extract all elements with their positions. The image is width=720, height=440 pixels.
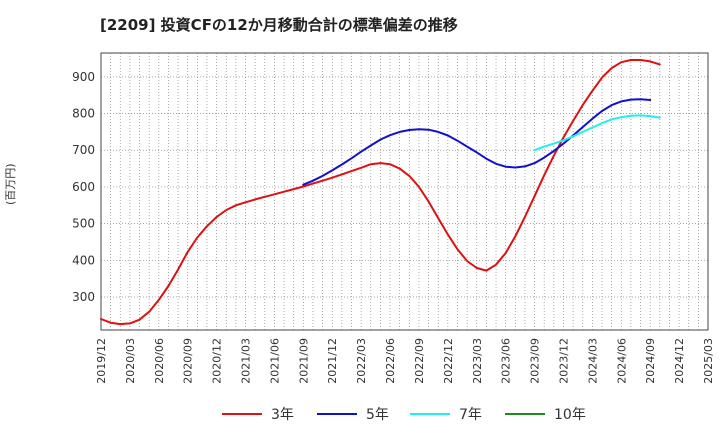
series-line-3年 [100, 59, 661, 326]
x-tick-label: 2022/03 [355, 338, 368, 384]
legend-swatch [317, 413, 357, 415]
x-tick-label: 2021/06 [268, 338, 281, 384]
x-tick-label: 2024/06 [615, 338, 628, 384]
series-line-7年 [533, 114, 661, 152]
x-tick-label: 2020/12 [211, 338, 224, 384]
y-tick-label: 500 [72, 217, 95, 231]
y-tick-label: 800 [72, 107, 95, 121]
series-line-5年 [302, 98, 652, 186]
legend-item: 10年 [505, 402, 586, 426]
chart-title: [2209] 投資CFの12か月移動合計の標準偏差の推移 [100, 16, 458, 34]
legend-label: 7年 [459, 407, 482, 423]
legend-item: 3年 [222, 402, 294, 426]
x-tick-label: 2025/03 [702, 338, 715, 384]
x-tick-label: 2022/12 [442, 338, 455, 384]
x-tick-label: 2023/03 [471, 338, 484, 384]
plot-area [101, 53, 708, 330]
legend-item: 7年 [410, 402, 482, 426]
legend-swatch [222, 413, 262, 415]
y-tick-label: 600 [72, 180, 95, 194]
x-tick-label: 2022/09 [413, 338, 426, 384]
x-tick-label: 2021/12 [326, 338, 339, 384]
x-tick-label: 2022/06 [384, 338, 397, 384]
x-tick-label: 2023/09 [529, 338, 542, 384]
x-tick-label: 2021/03 [240, 338, 253, 384]
chart-legend: 3年 5年 7年 10年 [0, 402, 720, 426]
x-tick-label: 2020/06 [153, 338, 166, 384]
legend-label: 5年 [366, 407, 389, 423]
y-tick-label: 400 [72, 253, 95, 267]
x-tick-label: 2024/03 [586, 338, 599, 384]
x-tick-label: 2019/12 [95, 338, 108, 384]
x-tick-label: 2024/12 [673, 338, 686, 384]
x-tick-label: 2023/06 [500, 338, 513, 384]
y-tick-label: 900 [72, 70, 95, 84]
y-tick-label: 700 [72, 143, 95, 157]
x-tick-label: 2023/12 [557, 338, 570, 384]
x-tick-label: 2024/09 [644, 338, 657, 384]
x-tick-label: 2020/09 [182, 338, 195, 384]
x-tick-label: 2020/03 [124, 338, 137, 384]
legend-swatch [505, 413, 545, 415]
legend-label: 3年 [271, 407, 294, 423]
x-tick-label: 2021/09 [297, 338, 310, 384]
legend-item: 5年 [317, 402, 389, 426]
y-tick-label: 300 [72, 290, 95, 304]
legend-swatch [410, 413, 450, 415]
plot-frame [100, 52, 709, 331]
legend-label: 10年 [554, 407, 586, 423]
